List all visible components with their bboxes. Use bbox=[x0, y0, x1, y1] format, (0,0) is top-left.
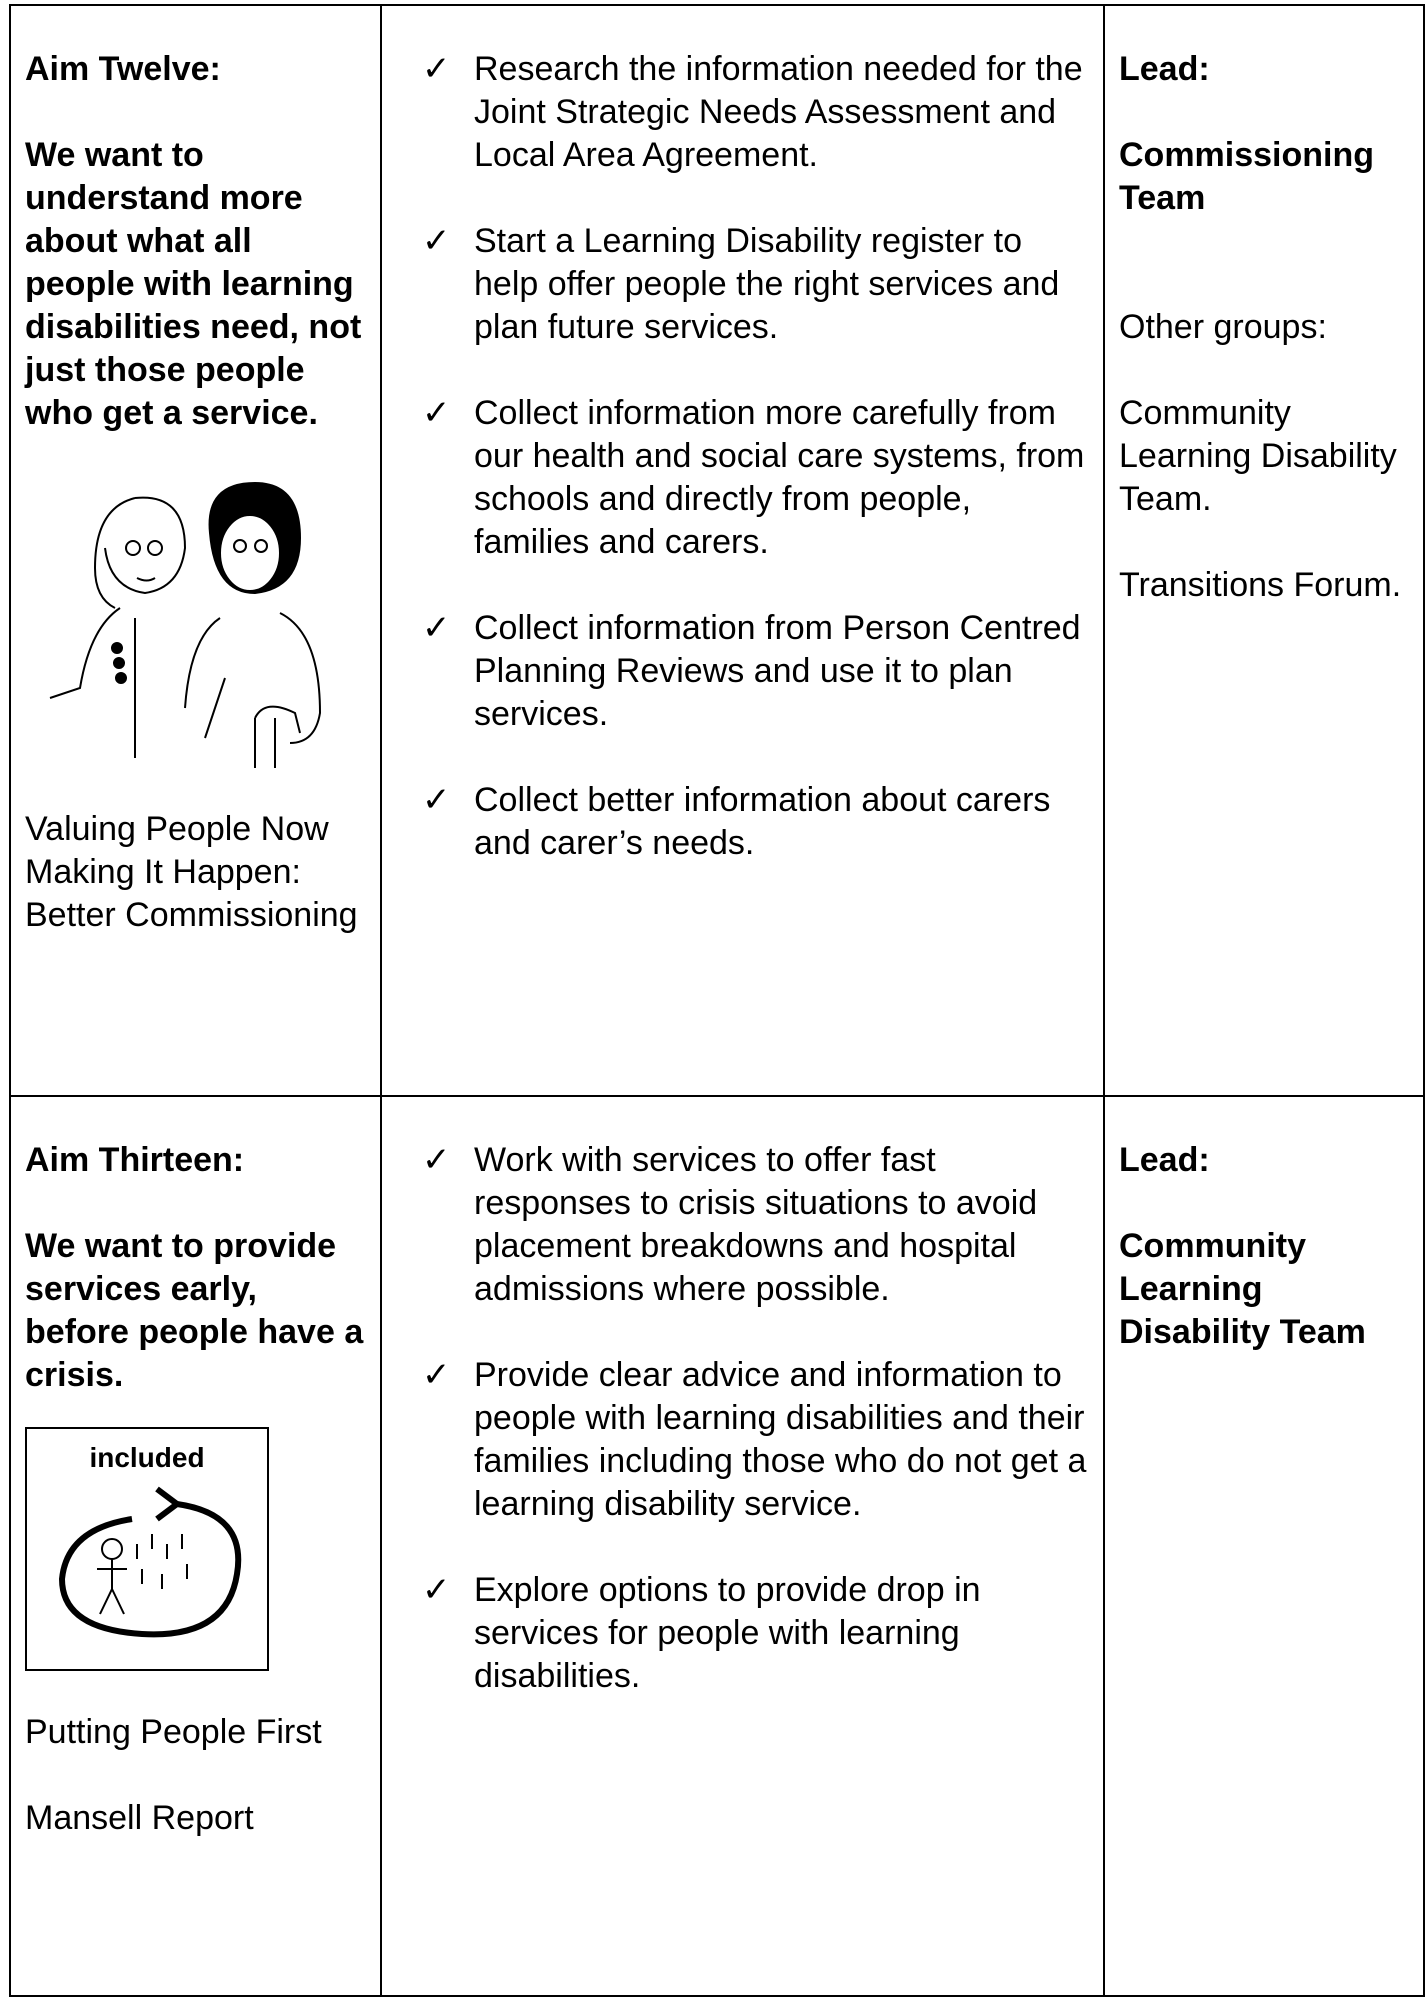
illustration bbox=[49, 481, 322, 768]
source: Mansell Report bbox=[25, 1799, 254, 1837]
symbol-label: included bbox=[89, 1442, 205, 1473]
action-item: Work with services to offer fast respons… bbox=[422, 1139, 1093, 1311]
symbol-drawing bbox=[58, 1486, 242, 1638]
source: Putting People First bbox=[25, 1713, 322, 1751]
action-list: Research the information needed for the … bbox=[422, 48, 1093, 865]
source: Valuing People Now Making It Happen: Bet… bbox=[25, 810, 358, 934]
aim-cell: Aim Thirteen: We want to provide service… bbox=[9, 1095, 382, 1997]
action-item: Explore options to provide drop in servi… bbox=[422, 1569, 1093, 1698]
table-row: Aim Twelve: We want to understand more a… bbox=[9, 4, 1425, 1097]
aim-text: We want to understand more about what al… bbox=[25, 136, 362, 432]
lead-cell: Lead: Community Learning Disability Team bbox=[1103, 1095, 1425, 1997]
action-list: Work with services to offer fast respons… bbox=[422, 1139, 1093, 1698]
action-item: Provide clear advice and information to … bbox=[422, 1354, 1093, 1526]
lead-cell: Lead: Commissioning Team Other groups: C… bbox=[1103, 4, 1425, 1097]
aim-text: We want to provide services early, befor… bbox=[25, 1227, 364, 1394]
action-item: Collect information more carefully from … bbox=[422, 392, 1093, 564]
action-item: Collect better information about carers … bbox=[422, 779, 1093, 865]
lead-label: Lead: bbox=[1119, 1141, 1210, 1179]
other-group: Transitions Forum. bbox=[1119, 566, 1402, 604]
page: {"table": {"rows": [ {"aim_title": "Aim … bbox=[0, 0, 1427, 1854]
aim-title: Aim Thirteen: bbox=[25, 1141, 245, 1179]
table-row: Aim Thirteen: We want to provide service… bbox=[9, 1095, 1425, 1997]
actions-cell: Work with services to offer fast respons… bbox=[380, 1095, 1105, 1997]
lead-label: Lead: bbox=[1119, 50, 1210, 88]
actions-cell: Research the information needed for the … bbox=[380, 4, 1105, 1097]
action-item: Collect information from Person Centred … bbox=[422, 607, 1093, 736]
action-item: Start a Learning Disability register to … bbox=[422, 220, 1093, 349]
action-item: Research the information needed for the … bbox=[422, 48, 1093, 177]
included-symbol: included bbox=[25, 1427, 269, 1671]
aim-cell: Aim Twelve: We want to understand more a… bbox=[9, 4, 382, 1097]
aims-table: Aim Twelve: We want to understand more a… bbox=[9, 4, 1425, 1997]
other-group: Community Learning Disability Team. bbox=[1119, 394, 1397, 518]
other-groups-label: Other groups: bbox=[1119, 308, 1327, 346]
aim-title: Aim Twelve: bbox=[25, 50, 221, 88]
lead: Commissioning Team bbox=[1119, 136, 1375, 217]
lead: Community Learning Disability Team bbox=[1119, 1227, 1366, 1351]
